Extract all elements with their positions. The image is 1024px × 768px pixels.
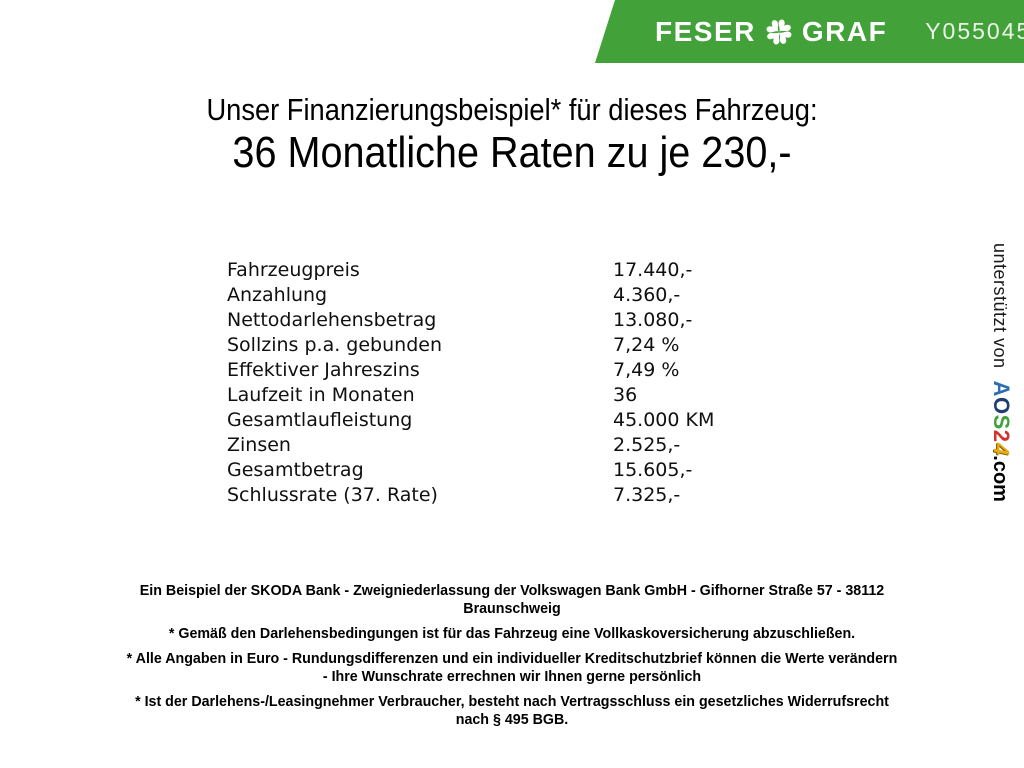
row-value: 45.000 KM [613, 408, 715, 431]
row-label: Effektiver Jahreszins [227, 358, 420, 381]
row-value: 15.605,- [613, 458, 693, 481]
row-label: Anzahlung [227, 283, 328, 306]
header-ribbon: FESER GRAF Y055045 [595, 0, 1024, 63]
aos24-letter: S [989, 414, 1014, 430]
footer-fine-print: Ein Beispiel der SKODA Bank - Zweigniede… [83, 582, 942, 736]
disclaimer-line: * Alle Angaben in Euro - Rundungsdiffere… [126, 650, 898, 667]
table-row: Gesamtbetrag 15.605,- [227, 457, 787, 482]
table-row: Fahrzeugpreis 17.440,- [227, 257, 787, 282]
brand-word-graf: GRAF [801, 15, 888, 47]
row-label: Zinsen [227, 433, 291, 456]
row-value: 13.080,- [613, 308, 693, 331]
table-row: Nettodarlehensbetrag 13.080,- [227, 307, 787, 332]
row-label: Gesamtbetrag [227, 458, 364, 481]
withdrawal-disclaimer: * Ist der Darlehens-/Leasingnehmer Verbr… [83, 693, 942, 729]
insurance-disclaimer: * Gemäß den Darlehensbedingungen ist für… [83, 625, 942, 643]
row-value: 7,24 % [613, 333, 680, 356]
table-row: Gesamtlaufleistung 45.000 KM [227, 407, 787, 432]
row-label: Laufzeit in Monaten [227, 383, 415, 406]
row-label: Schlussrate (37. Rate) [227, 483, 438, 506]
table-row: Anzahlung 4.360,- [227, 282, 787, 307]
supported-by-strip: unterstützt von AOS24.com [985, 243, 1014, 502]
disclaimer-line: - Ihre Wunschrate errechnen wir Ihnen ge… [322, 668, 702, 685]
row-label: Fahrzeugpreis [227, 258, 360, 281]
row-label: Gesamtlaufleistung [227, 408, 413, 431]
euro-disclaimer: * Alle Angaben in Euro - Rundungsdiffere… [83, 650, 942, 686]
table-row: Effektiver Jahreszins 7,49 % [227, 357, 787, 382]
financing-table: Fahrzeugpreis 17.440,- Anzahlung 4.360,-… [227, 257, 787, 507]
four-leaf-clover-icon [766, 19, 792, 44]
row-value: 4.360,- [613, 283, 681, 306]
table-row: Sollzins p.a. gebunden 7,24 % [227, 332, 787, 357]
row-value: 7.325,- [613, 483, 681, 506]
table-row: Laufzeit in Monaten 36 [227, 382, 787, 407]
bank-disclaimer: Ein Beispiel der SKODA Bank - Zweigniede… [83, 582, 942, 618]
feser-graf-logo: FESER GRAF [655, 17, 887, 47]
title-block: Unser Finanzierungsbeispiel* für dieses … [0, 92, 1024, 176]
row-label: Sollzins p.a. gebunden [227, 333, 442, 356]
disclaimer-line: Ein Beispiel der SKODA Bank - Zweigniede… [139, 582, 885, 599]
financing-example-heading: Unser Finanzierungsbeispiel* für dieses … [206, 92, 818, 127]
aos24-letter: A [989, 380, 1014, 397]
disclaimer-line: nach § 495 BGB. [455, 711, 569, 728]
table-row: Zinsen 2.525,- [227, 432, 787, 457]
row-value: 7,49 % [613, 358, 680, 381]
disclaimer-line: * Ist der Darlehens-/Leasingnehmer Verbr… [135, 693, 889, 710]
table-row: Schlussrate (37. Rate) 7.325,- [227, 482, 787, 507]
brand-word-feser: FESER [655, 15, 756, 47]
disclaimer-line: * Gemäß den Darlehensbedingungen ist für… [168, 625, 856, 642]
vehicle-code: Y055045 [925, 18, 1024, 44]
disclaimer-line: Braunschweig [463, 600, 561, 617]
row-value: 2.525,- [613, 433, 681, 456]
row-value: 36 [613, 383, 638, 406]
row-value: 17.440,- [613, 258, 693, 281]
aos24-logo: AOS24 [989, 380, 1014, 458]
monthly-rate-heading: 36 Monatliche Raten zu je 230,- [232, 128, 792, 177]
supported-by-label: unterstützt von [990, 243, 1010, 369]
aos24-letter: O [989, 396, 1014, 415]
aos24-domain-suffix: .com [989, 455, 1011, 502]
row-label: Nettodarlehensbetrag [227, 308, 437, 331]
